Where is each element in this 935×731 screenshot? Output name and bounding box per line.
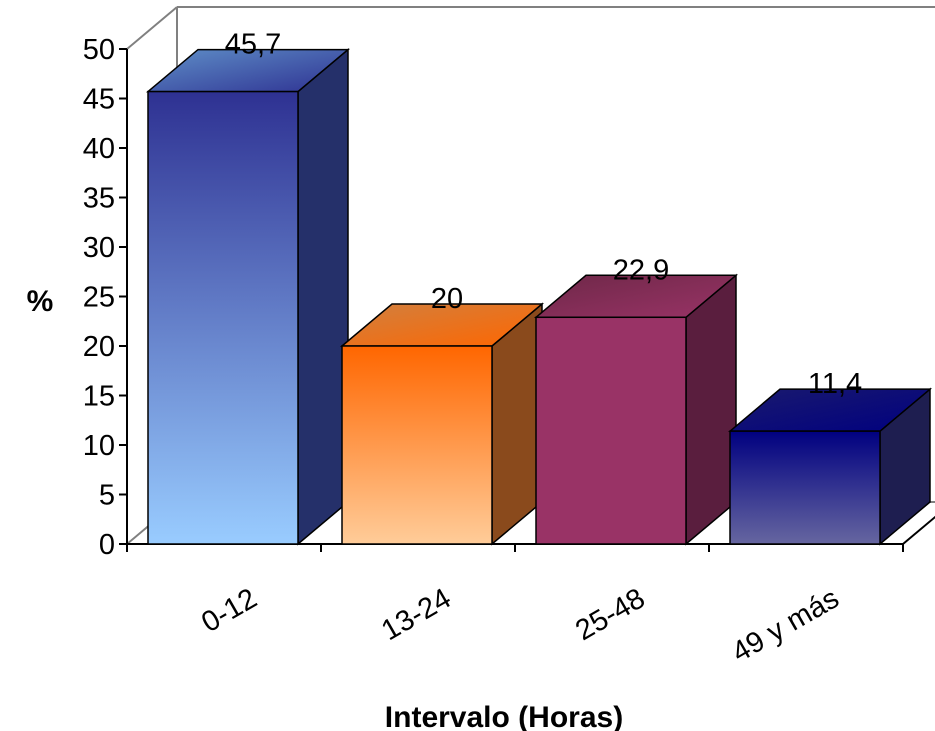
bar-front-face bbox=[147, 90, 299, 545]
x-tick-label: 0-12 bbox=[196, 582, 262, 639]
x-tick-label: 13-24 bbox=[376, 582, 456, 647]
y-tick-label: 10 bbox=[83, 430, 115, 462]
data-label: 20 bbox=[431, 283, 463, 315]
y-tick-label: 25 bbox=[83, 282, 115, 314]
x-axis: 0-12 13-24 25-48 49 y más bbox=[126, 515, 935, 669]
bar bbox=[727, 387, 933, 546]
x-tick-label: 25-48 bbox=[570, 582, 650, 647]
data-label: 45,7 bbox=[225, 29, 281, 61]
y-tick-label: 0 bbox=[99, 529, 115, 561]
x-tick-label: 49 y más bbox=[727, 582, 845, 669]
bar bbox=[533, 273, 739, 546]
data-labels: 45,7 20 22,9 11,4 bbox=[225, 29, 862, 401]
bar-front-face bbox=[341, 345, 493, 545]
y-tick-label: 5 bbox=[99, 480, 115, 512]
y-tick-label: 30 bbox=[83, 232, 115, 264]
bar bbox=[339, 302, 545, 546]
y-tick-label: 35 bbox=[83, 183, 115, 215]
y-tick-label: 20 bbox=[83, 331, 115, 363]
side-wall-top-edge bbox=[126, 6, 178, 50]
bars bbox=[145, 47, 933, 546]
x-axis-title: Intervalo (Horas) bbox=[385, 701, 623, 731]
y-axis-title: % bbox=[27, 285, 54, 318]
data-label: 11,4 bbox=[808, 368, 862, 400]
y-tick-label: 15 bbox=[83, 381, 115, 413]
bar-side-face bbox=[297, 47, 349, 546]
data-label: 22,9 bbox=[613, 254, 669, 286]
y-tick-label: 40 bbox=[83, 133, 115, 165]
bar-front-face bbox=[535, 316, 687, 545]
bar-side-face bbox=[685, 273, 737, 546]
bar bbox=[145, 47, 351, 546]
floor-right-edge bbox=[902, 515, 935, 545]
bar-front-face bbox=[729, 430, 881, 545]
y-axis: 0 5 10 15 20 25 30 35 40 45 50 bbox=[83, 34, 128, 561]
y-tick-label: 50 bbox=[83, 34, 115, 66]
y-tick-label: 45 bbox=[83, 84, 115, 116]
